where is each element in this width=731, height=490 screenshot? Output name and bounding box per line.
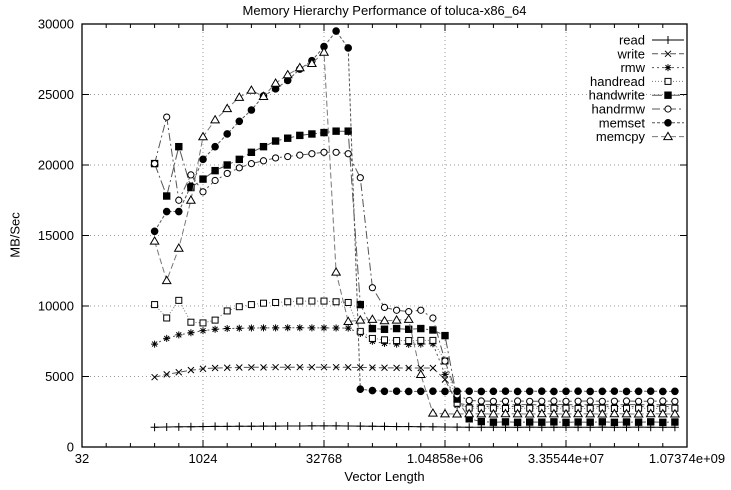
y-tick-label: 15000 bbox=[38, 228, 74, 243]
legend-label: handrmw bbox=[592, 102, 646, 117]
legend-label: rmw bbox=[620, 60, 645, 75]
legend: readwritermwhandreadhandwritehandrmwmems… bbox=[589, 33, 684, 144]
x-tick-label: 1.04858e+06 bbox=[407, 451, 483, 466]
x-tick-label: 32768 bbox=[306, 451, 342, 466]
legend-label: write bbox=[617, 46, 645, 61]
y-tick-label: 25000 bbox=[38, 87, 74, 102]
chart-title: Memory Hierarchy Performance of toluca-x… bbox=[242, 3, 527, 18]
x-tick-label: 32 bbox=[75, 451, 89, 466]
axes: 0 5000 10000 15000 20000 25000 30000 32 1024 3276… bbox=[38, 17, 725, 467]
series-handrmw bbox=[151, 113, 679, 405]
series-handread bbox=[151, 296, 679, 413]
y-tick-label: 5000 bbox=[45, 369, 74, 384]
series-memset bbox=[150, 27, 679, 396]
legend-item-rmw: rmw bbox=[620, 60, 684, 75]
x-axis-label: Vector Length bbox=[344, 469, 425, 484]
legend-item-handrmw: handrmw bbox=[592, 102, 684, 117]
legend-item-memcpy: memcpy bbox=[596, 129, 684, 144]
x-tick-label: 1024 bbox=[189, 451, 218, 466]
legend-label: read bbox=[619, 33, 645, 48]
series-read bbox=[150, 421, 679, 432]
x-tick-label: 3.35544e+07 bbox=[528, 451, 604, 466]
legend-label: handwrite bbox=[589, 88, 645, 103]
y-tick-label: 20000 bbox=[38, 158, 74, 173]
series-rmw bbox=[151, 324, 679, 411]
legend-label: memset bbox=[599, 115, 646, 130]
legend-item-handread: handread bbox=[590, 74, 684, 89]
y-tick-label: 10000 bbox=[38, 299, 74, 314]
legend-item-handwrite: handwrite bbox=[589, 88, 684, 103]
y-tick-label: 0 bbox=[67, 440, 74, 455]
series bbox=[149, 27, 680, 432]
legend-item-write: write bbox=[617, 46, 684, 61]
y-tick-label: 30000 bbox=[38, 17, 74, 32]
legend-item-read: read bbox=[619, 33, 684, 48]
x-tick-label: 1.07374e+09 bbox=[649, 451, 725, 466]
legend-label: memcpy bbox=[596, 129, 646, 144]
legend-item-memset: memset bbox=[599, 115, 684, 130]
legend-label: handread bbox=[590, 74, 645, 89]
series-memcpy bbox=[149, 47, 680, 418]
